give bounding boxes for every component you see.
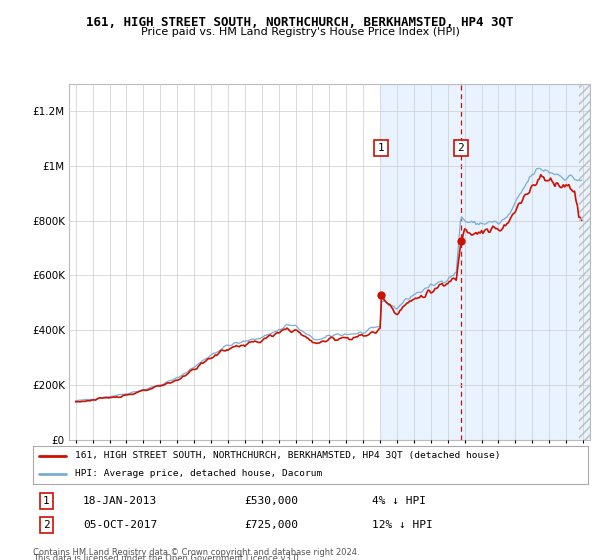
Text: 12% ↓ HPI: 12% ↓ HPI <box>371 520 432 530</box>
Text: 1: 1 <box>43 496 50 506</box>
Text: £725,000: £725,000 <box>244 520 298 530</box>
Text: 2: 2 <box>43 520 50 530</box>
Text: 05-OCT-2017: 05-OCT-2017 <box>83 520 157 530</box>
Text: 2: 2 <box>458 143 464 153</box>
Bar <box>579 84 590 440</box>
Text: 161, HIGH STREET SOUTH, NORTHCHURCH, BERKHAMSTED, HP4 3QT: 161, HIGH STREET SOUTH, NORTHCHURCH, BER… <box>86 16 514 29</box>
Text: This data is licensed under the Open Government Licence v3.0.: This data is licensed under the Open Gov… <box>33 554 301 560</box>
Text: £530,000: £530,000 <box>244 496 298 506</box>
Text: HPI: Average price, detached house, Dacorum: HPI: Average price, detached house, Daco… <box>74 469 322 478</box>
Text: 161, HIGH STREET SOUTH, NORTHCHURCH, BERKHAMSTED, HP4 3QT (detached house): 161, HIGH STREET SOUTH, NORTHCHURCH, BER… <box>74 451 500 460</box>
Text: 18-JAN-2013: 18-JAN-2013 <box>83 496 157 506</box>
Text: Price paid vs. HM Land Registry's House Price Index (HPI): Price paid vs. HM Land Registry's House … <box>140 27 460 37</box>
Text: Contains HM Land Registry data © Crown copyright and database right 2024.: Contains HM Land Registry data © Crown c… <box>33 548 359 557</box>
Bar <box>381 84 590 440</box>
Text: 4% ↓ HPI: 4% ↓ HPI <box>371 496 425 506</box>
Text: 1: 1 <box>377 143 385 153</box>
